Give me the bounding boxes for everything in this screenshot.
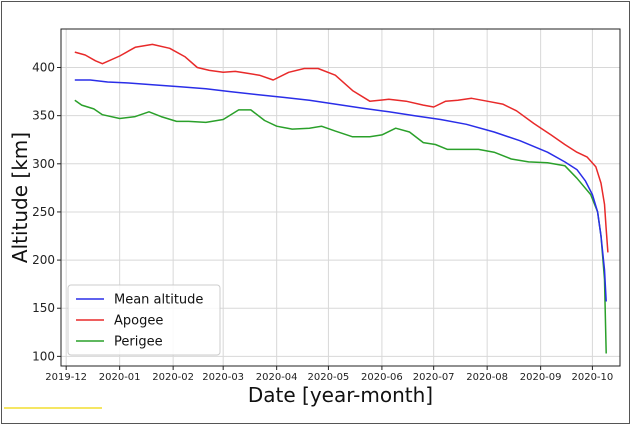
x-tick-label: 2020-04 — [256, 372, 298, 383]
x-axis-title: Date [year-month] — [248, 383, 433, 407]
x-tick-label: 2020-07 — [413, 372, 455, 383]
x-tick-label: 2020-06 — [361, 372, 403, 383]
x-tick-label: 2020-03 — [202, 372, 244, 383]
x-tick-label: 2019-12 — [45, 372, 87, 383]
legend-box — [67, 284, 221, 356]
series-line-perigee — [74, 99, 607, 354]
x-tick-label: 2020-09 — [520, 372, 562, 383]
y-tick-label: 400 — [32, 61, 55, 75]
x-tick-label: 2020-02 — [152, 372, 194, 383]
y-tick-label: 300 — [32, 157, 55, 171]
plot-area-border — [60, 28, 621, 367]
y-tick-label: 100 — [32, 349, 55, 363]
legend-label-perigee: Perigee — [114, 335, 163, 350]
x-tick-label: 2020-08 — [466, 372, 508, 383]
y-tick-label: 350 — [32, 109, 55, 123]
x-tick-label: 2020-05 — [308, 372, 350, 383]
series-line-apogee — [74, 43, 609, 253]
y-tick-label: 250 — [32, 205, 55, 219]
x-tick-label: 2020-01 — [99, 372, 141, 383]
legend-label-apogee: Apogee — [114, 314, 163, 329]
ticks-layer: 2019-12 2020-01 2020-02 2020-03 2020-04 2020-… — [32, 61, 613, 383]
legend: Mean altitude Apogee Perigee — [67, 284, 221, 356]
legend-label-mean-altitude: Mean altitude — [114, 293, 203, 308]
y-tick-label: 200 — [32, 253, 55, 267]
series-line-mean-altitude — [74, 79, 607, 302]
y-axis-title: Altitude [km] — [8, 132, 32, 263]
x-tick-label: 2020-10 — [571, 372, 613, 383]
series-layer — [74, 43, 609, 354]
y-tick-label: 150 — [32, 301, 55, 315]
yellow-highlight-line — [4, 407, 102, 409]
